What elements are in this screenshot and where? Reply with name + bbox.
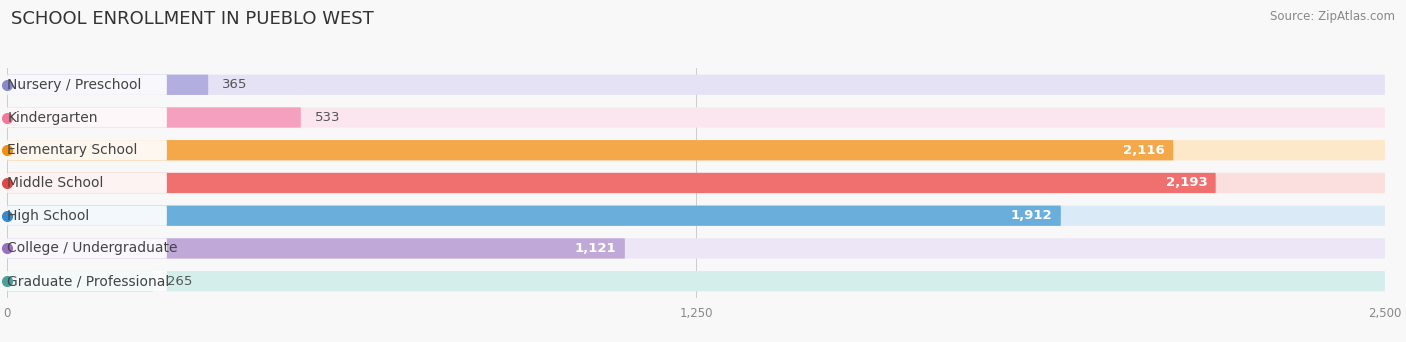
FancyBboxPatch shape bbox=[7, 206, 167, 226]
Text: Nursery / Preschool: Nursery / Preschool bbox=[7, 78, 142, 92]
Text: Kindergarten: Kindergarten bbox=[7, 110, 98, 124]
FancyBboxPatch shape bbox=[7, 271, 153, 291]
FancyBboxPatch shape bbox=[7, 75, 1385, 95]
Text: 1,912: 1,912 bbox=[1011, 209, 1053, 222]
Text: 365: 365 bbox=[222, 78, 247, 91]
FancyBboxPatch shape bbox=[7, 238, 167, 259]
Text: Elementary School: Elementary School bbox=[7, 143, 138, 157]
FancyBboxPatch shape bbox=[7, 206, 1062, 226]
FancyBboxPatch shape bbox=[7, 238, 1385, 259]
FancyBboxPatch shape bbox=[7, 173, 1385, 193]
FancyBboxPatch shape bbox=[7, 238, 624, 259]
Text: 265: 265 bbox=[167, 275, 193, 288]
Text: College / Undergraduate: College / Undergraduate bbox=[7, 241, 177, 255]
FancyBboxPatch shape bbox=[7, 271, 167, 291]
FancyBboxPatch shape bbox=[7, 140, 167, 160]
Text: 2,116: 2,116 bbox=[1123, 144, 1166, 157]
FancyBboxPatch shape bbox=[7, 107, 167, 128]
FancyBboxPatch shape bbox=[7, 107, 301, 128]
FancyBboxPatch shape bbox=[7, 206, 1385, 226]
Text: SCHOOL ENROLLMENT IN PUEBLO WEST: SCHOOL ENROLLMENT IN PUEBLO WEST bbox=[11, 10, 374, 28]
Text: 1,121: 1,121 bbox=[575, 242, 617, 255]
Text: 533: 533 bbox=[315, 111, 340, 124]
FancyBboxPatch shape bbox=[7, 271, 1385, 291]
FancyBboxPatch shape bbox=[7, 75, 167, 95]
FancyBboxPatch shape bbox=[7, 140, 1385, 160]
FancyBboxPatch shape bbox=[7, 173, 1216, 193]
Text: Graduate / Professional: Graduate / Professional bbox=[7, 274, 170, 288]
FancyBboxPatch shape bbox=[7, 107, 1385, 128]
FancyBboxPatch shape bbox=[7, 140, 1173, 160]
FancyBboxPatch shape bbox=[7, 75, 208, 95]
Text: High School: High School bbox=[7, 209, 90, 223]
Text: Middle School: Middle School bbox=[7, 176, 104, 190]
Text: Source: ZipAtlas.com: Source: ZipAtlas.com bbox=[1270, 10, 1395, 23]
FancyBboxPatch shape bbox=[7, 173, 167, 193]
Text: 2,193: 2,193 bbox=[1166, 176, 1208, 189]
